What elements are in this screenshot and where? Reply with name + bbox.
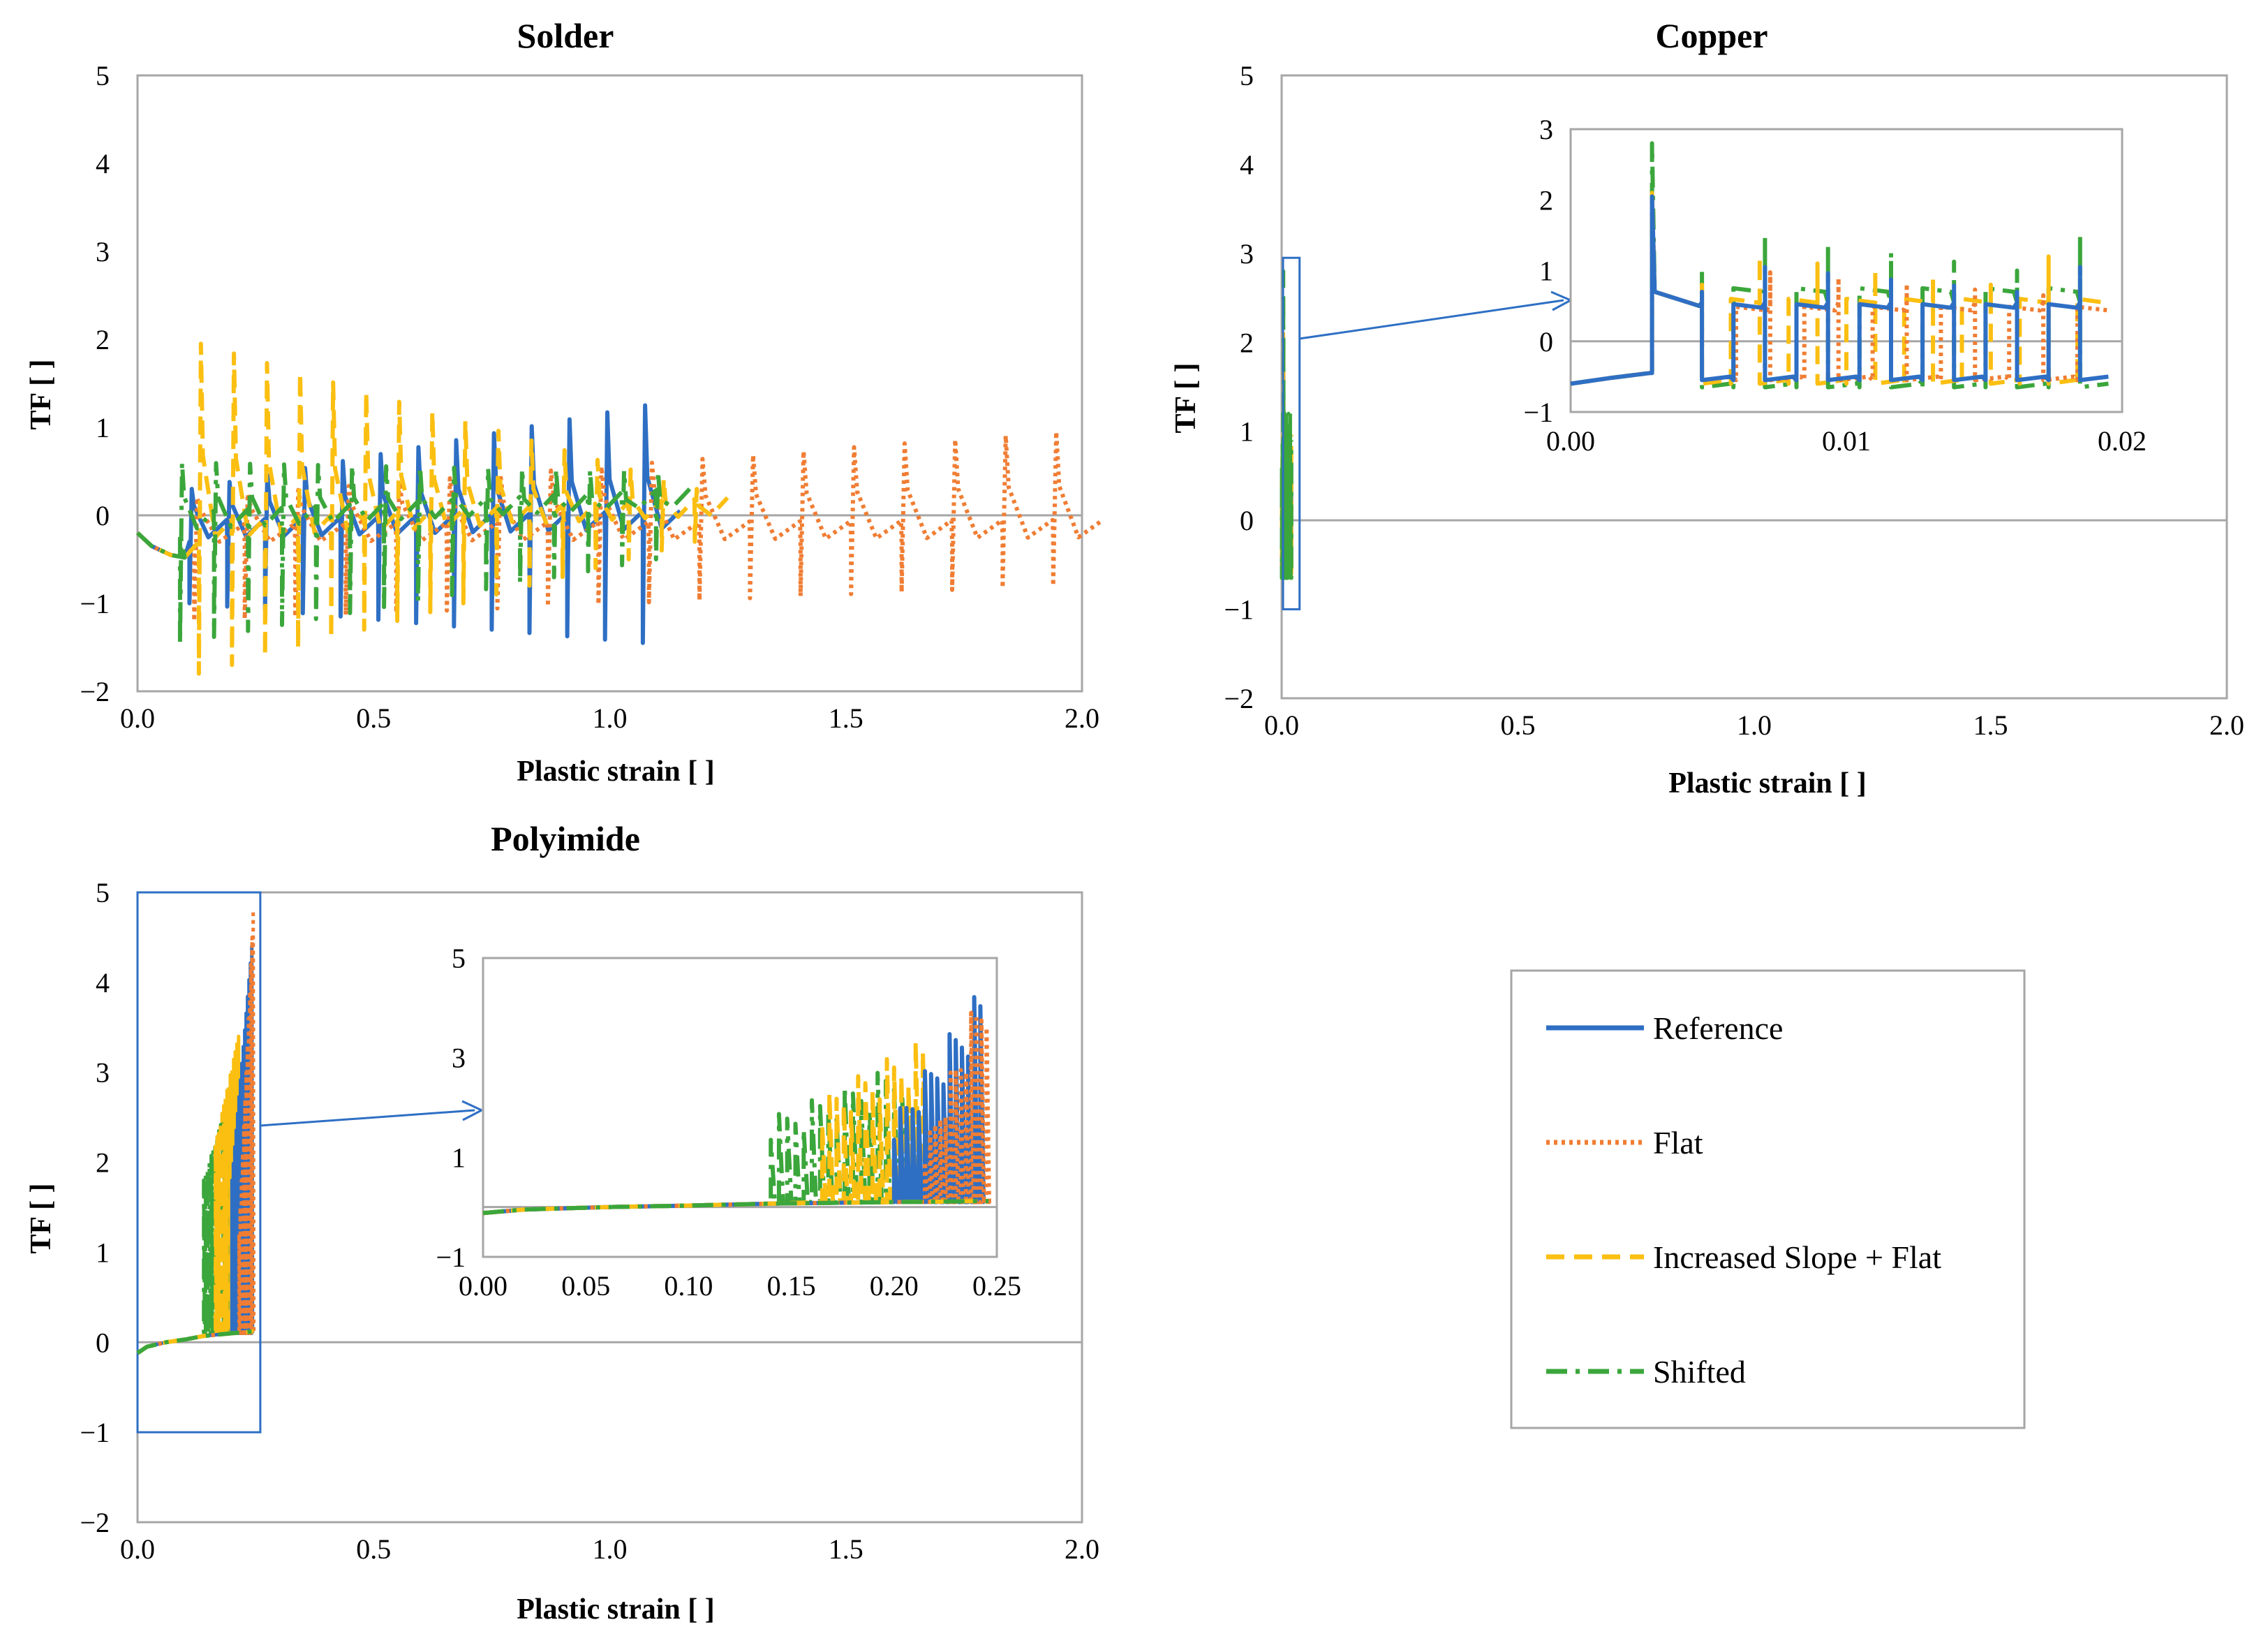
polyimide-x-tick-label: 0.0 — [120, 1533, 155, 1565]
polyimide-y-tick-label: 3 — [96, 1057, 110, 1089]
polyimide-x-axis-label: Plastic strain [ ] — [517, 1593, 714, 1626]
solder-y-axis-label: TF [ ] — [25, 359, 57, 429]
polyimide-inset-y-tick-label: 1 — [452, 1142, 466, 1173]
polyimide-inset-plot-frame — [482, 957, 998, 1258]
polyimide-y-axis-label: TF [ ] — [25, 1183, 57, 1253]
solder-y-tick-label: 1 — [96, 412, 110, 443]
polyimide-inset-x-tick-label: 0.15 — [767, 1270, 816, 1302]
polyimide-zoom-box — [136, 891, 262, 1434]
solder-series-shifted — [135, 460, 692, 645]
copper-x-tick-label: 0.0 — [1264, 709, 1299, 741]
copper-inset-y-tick-label: 3 — [1539, 114, 1553, 145]
solder-plot-frame — [136, 74, 1083, 693]
copper-x-axis-label: Plastic strain [ ] — [1668, 767, 1866, 800]
solder-x-tick-label: 0.0 — [120, 702, 155, 734]
polyimide-title: Polyimide — [491, 819, 640, 858]
legend: Reference Flat Increased Slope + Flat Shift… — [1510, 969, 2026, 1429]
legend-label-flat: Flat — [1653, 1125, 1703, 1161]
polyimide-x-tick-label: 0.5 — [356, 1533, 391, 1565]
polyimide-x-tick-label: 1.0 — [593, 1533, 628, 1565]
solder-title: Solder — [517, 16, 614, 55]
copper-inset-y-tick-label: 0 — [1539, 326, 1553, 358]
solder-y-tick-label: 3 — [96, 236, 110, 267]
polyimide-chart: Polyimide Plastic strain [ ] TF [ ] 0.0 0… — [25, 819, 1099, 1626]
solder-series-increased-slope-flat — [135, 341, 729, 676]
polyimide-inset-y-tick-label: −1 — [436, 1242, 466, 1273]
copper-x-tick-label: 2.0 — [2209, 709, 2244, 741]
polyimide-y-tick-label: 2 — [96, 1147, 110, 1179]
solder-x-axis-label: Plastic strain [ ] — [517, 756, 714, 788]
solder-y-tick-label: −1 — [80, 588, 110, 619]
solder-y-tick-label: 4 — [96, 148, 110, 179]
copper-zoom-box — [1282, 256, 1301, 611]
polyimide-inset-x-tick-label: 0.00 — [459, 1270, 507, 1302]
copper-y-tick-label: 1 — [1240, 416, 1254, 448]
solder-y-tick-label: 2 — [96, 324, 110, 355]
copper-title: Copper — [1655, 16, 1767, 55]
legend-label-increased-slope-flat: Increased Slope + Flat — [1653, 1239, 1941, 1275]
polyimide-inset-x-tick-label: 0.05 — [561, 1270, 610, 1302]
polyimide-inset-base-series-increased-slope-flat — [482, 1199, 989, 1216]
copper-x-tick-label: 1.0 — [1737, 709, 1772, 741]
polyimide-inset-y-tick-label: 3 — [452, 1043, 466, 1074]
solder-y-tick-label: 0 — [96, 500, 110, 531]
solder-x-tick-label: 1.5 — [829, 702, 864, 734]
polyimide-y-tick-label: 4 — [96, 967, 110, 999]
copper-inset-y-tick-label: 2 — [1539, 184, 1553, 216]
legend-label-shifted: Shifted — [1653, 1354, 1746, 1390]
copper-y-axis-label: TF [ ] — [1170, 362, 1202, 433]
polyimide-inset-chart: 0.00 0.05 0.10 0.15 0.20 0.25 −1 1 3 5 — [436, 943, 1021, 1302]
polyimide-y-tick-label: 5 — [96, 877, 110, 908]
copper-y-tick-label: 3 — [1240, 238, 1254, 270]
polyimide-inset-x-tick-label: 0.10 — [664, 1270, 713, 1302]
solder-x-tick-label: 1.0 — [593, 702, 628, 734]
copper-x-tick-label: 0.5 — [1501, 709, 1536, 741]
legend-frame — [1510, 969, 2026, 1429]
copper-inset-series-reference — [1570, 194, 2109, 386]
solder-y-tick-label: 5 — [96, 60, 110, 91]
polyimide-y-tick-label: 1 — [96, 1237, 110, 1268]
copper-chart: Copper Plastic strain [ ] TF [ ] 0.0 0.5 1… — [1170, 16, 2244, 800]
copper-inset-chart: 0.00 0.01 0.02 −1 0 1 2 3 — [1523, 114, 2147, 457]
copper-y-tick-label: 4 — [1240, 149, 1254, 180]
copper-y-tick-label: −2 — [1224, 683, 1254, 714]
polyimide-inset-x-tick-label: 0.25 — [972, 1270, 1021, 1302]
copper-inset-series-increased-slope-flat — [1570, 191, 2104, 386]
solder-chart: Solder Plastic strain [ ] TF [ ] 0.0 0.5 1… — [25, 16, 1105, 788]
copper-y-tick-label: 0 — [1240, 505, 1254, 536]
solder-y-tick-label: −2 — [80, 676, 110, 707]
polyimide-inset-series-flat — [482, 1010, 991, 1216]
polyimide-y-tick-label: 0 — [96, 1327, 110, 1358]
copper-y-tick-label: 2 — [1240, 327, 1254, 358]
copper-y-tick-label: −1 — [1224, 594, 1254, 626]
copper-zoom-arrow — [1299, 299, 1564, 340]
polyimide-inset-y-tick-label: 5 — [452, 943, 466, 974]
solder-x-tick-label: 0.5 — [356, 702, 391, 734]
polyimide-x-tick-label: 1.5 — [829, 1533, 864, 1565]
polyimide-y-tick-label: −1 — [80, 1417, 110, 1448]
polyimide-y-tick-label: −2 — [80, 1507, 110, 1538]
copper-zoom-arrowhead — [1550, 290, 1571, 311]
polyimide-main-base-series-shifted — [136, 1329, 254, 1355]
copper-inset-y-tick-label: −1 — [1523, 397, 1553, 428]
copper-inset-x-tick-label: 0.01 — [1822, 425, 1871, 457]
copper-x-tick-label: 1.5 — [1973, 709, 2008, 741]
polyimide-zoom-arrow — [260, 1109, 475, 1127]
copper-inset-y-tick-label: 1 — [1539, 256, 1553, 287]
polyimide-inset-x-tick-label: 0.20 — [870, 1270, 919, 1302]
polyimide-x-tick-label: 2.0 — [1065, 1533, 1099, 1565]
copper-inset-x-tick-label: 0.02 — [2098, 425, 2147, 457]
copper-y-tick-label: 5 — [1240, 60, 1254, 91]
copper-inset-x-tick-label: 0.00 — [1546, 425, 1595, 457]
polyimide-main-series-flat — [136, 908, 256, 1355]
legend-label-reference: Reference — [1653, 1010, 1783, 1046]
solder-x-tick-label: 2.0 — [1065, 702, 1099, 734]
polyimide-zoom-arrowhead — [461, 1100, 482, 1121]
